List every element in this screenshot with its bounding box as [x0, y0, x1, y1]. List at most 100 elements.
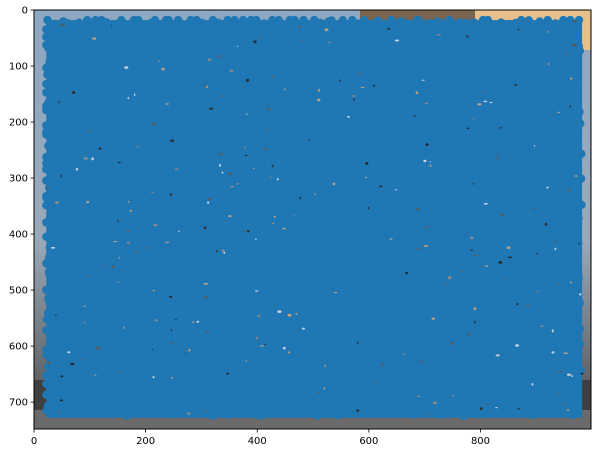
scatter-point — [275, 271, 284, 280]
scatter-point — [273, 284, 283, 293]
scatter-point — [555, 43, 564, 52]
scatter-point — [540, 233, 549, 243]
scatter-point — [562, 127, 571, 136]
scatter-point — [478, 381, 487, 390]
scatter-point — [425, 117, 434, 126]
scatter-point — [130, 151, 139, 160]
scatter-point — [344, 221, 353, 230]
scatter-point — [510, 201, 519, 210]
scatter-point — [418, 63, 427, 72]
scatter-point — [132, 274, 141, 284]
scatter-point — [383, 239, 393, 249]
scatter-point — [165, 320, 174, 329]
scatter-point — [259, 194, 268, 203]
scatter-point — [80, 296, 90, 305]
scatter-point — [460, 241, 470, 250]
scatter-point — [102, 208, 112, 217]
scatter-point — [333, 388, 343, 398]
scatter-point — [235, 310, 244, 320]
scatter-point — [449, 359, 458, 368]
scatter-point — [441, 235, 451, 245]
background-gap — [83, 305, 86, 307]
scatter-point — [515, 303, 524, 312]
background-gap — [266, 128, 268, 132]
scatter-point — [375, 270, 384, 280]
scatter-point — [409, 176, 418, 186]
scatter-point — [251, 385, 260, 394]
scatter-point — [575, 324, 585, 333]
scatter-point — [440, 68, 449, 78]
scatter-point — [337, 126, 346, 135]
background-gap — [124, 66, 129, 69]
scatter-point — [399, 231, 408, 240]
scatter-point — [81, 369, 90, 378]
scatter-point — [391, 258, 400, 267]
scatter-point — [135, 283, 144, 292]
scatter-point — [174, 365, 184, 374]
scatter-point — [379, 362, 388, 371]
scatter-point — [227, 349, 236, 359]
scatter-point — [381, 122, 390, 131]
scatter-point — [258, 172, 267, 181]
scatter-point — [277, 37, 286, 46]
background-gap — [277, 310, 282, 313]
scatter-point — [516, 337, 525, 347]
scatter-point — [57, 272, 67, 282]
scatter-point — [208, 70, 217, 79]
scatter-point — [401, 287, 411, 296]
scatter-point — [184, 161, 193, 170]
scatter-point — [378, 110, 387, 119]
background-gap — [557, 283, 560, 285]
scatter-point — [77, 54, 86, 64]
scatter-point — [336, 86, 345, 95]
scatter-point — [101, 304, 110, 313]
scatter-point — [107, 75, 117, 84]
scatter-point — [281, 374, 291, 383]
scatter-point — [468, 331, 477, 340]
scatter-point — [407, 366, 416, 376]
scatter-point — [534, 64, 543, 73]
scatter-point — [561, 305, 570, 315]
scatter-point — [47, 167, 57, 177]
scatter-point — [575, 298, 584, 308]
scatter-point — [391, 288, 400, 297]
scatter-point — [573, 332, 583, 341]
scatter-point — [111, 108, 121, 118]
scatter-point — [101, 158, 110, 167]
background-gap — [557, 370, 563, 373]
scatter-point — [179, 185, 188, 195]
scatter-point — [57, 317, 66, 326]
scatter-point — [369, 170, 379, 180]
scatter-point — [388, 272, 397, 281]
scatter-point — [64, 155, 73, 164]
background-gap — [245, 78, 250, 82]
scatter-point — [126, 267, 135, 276]
scatter-point — [365, 251, 374, 261]
scatter-point — [224, 108, 233, 118]
background-gap — [573, 19, 577, 23]
scatter-point — [196, 207, 205, 216]
background-gap — [578, 242, 581, 245]
scatter-point — [467, 105, 477, 114]
scatter-point — [338, 208, 348, 218]
scatter-point — [211, 340, 220, 350]
scatter-point — [50, 35, 59, 45]
background-gap — [436, 34, 441, 36]
scatter-point — [307, 60, 316, 70]
scatter-point — [282, 182, 291, 192]
background-gap — [405, 271, 408, 275]
scatter-point — [514, 28, 523, 37]
scatter-point — [456, 305, 466, 314]
scatter-point — [226, 55, 235, 64]
scatter-point — [57, 257, 67, 267]
background-gap — [236, 45, 239, 47]
scatter-point — [335, 402, 344, 411]
background-gap — [332, 182, 336, 186]
scatter-point — [108, 303, 118, 312]
scatter-point — [471, 209, 480, 219]
background-gap — [92, 37, 97, 40]
scatter-point — [336, 220, 345, 229]
scatter-point — [103, 196, 112, 205]
scatter-point — [66, 116, 75, 125]
scatter-point — [48, 310, 57, 319]
